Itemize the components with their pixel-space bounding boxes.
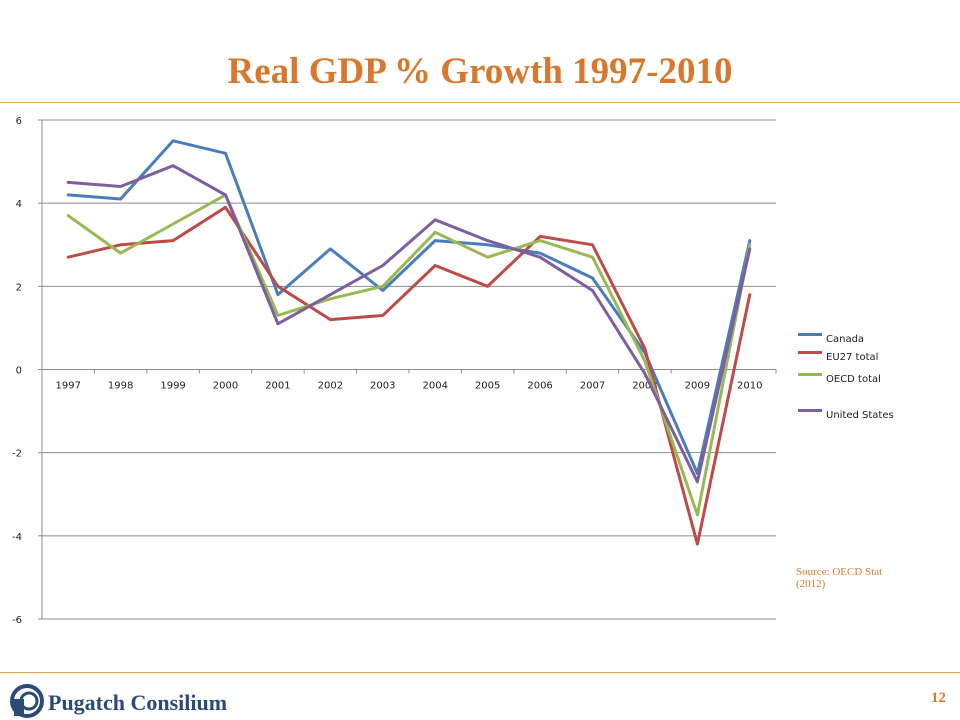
legend-swatch-united-states [798, 409, 822, 412]
y-tick-label-2: 2 [16, 282, 22, 293]
y-tick-label-6: -6 [12, 615, 22, 626]
x-tick-label-2006: 2006 [527, 381, 552, 392]
series-layer [66, 139, 752, 546]
x-tick-label-1998: 1998 [108, 381, 133, 392]
y-tick-label-2: -2 [12, 449, 22, 460]
x-tick-label-2001: 2001 [265, 381, 290, 392]
x-tick-label-2007: 2007 [580, 381, 605, 392]
source-note: Source: OECD Stat (2012) [796, 566, 883, 590]
x-tick-label-1997: 1997 [55, 381, 80, 392]
y-tick-label-4: -4 [12, 532, 22, 543]
logo-text: Pugatch Consilium [48, 690, 228, 715]
legend-label-united-states: United States [826, 410, 894, 421]
series-line-eu27-total [66, 205, 752, 546]
page-number: 12 [931, 690, 946, 706]
legend-label-canada: Canada [826, 334, 865, 345]
x-tick-label-2009: 2009 [685, 381, 710, 392]
x-tick-label-2008: 2008 [632, 381, 657, 392]
x-tick-label-2010: 2010 [737, 381, 762, 392]
y-tick-label-4: 4 [16, 199, 22, 210]
x-tick-label-2005: 2005 [475, 381, 500, 392]
x-tick-label-2003: 2003 [370, 381, 395, 392]
x-tick-label-2002: 2002 [318, 381, 343, 392]
legend-swatch-oecd [798, 373, 822, 376]
y-tick-label-0: 0 [16, 366, 22, 377]
slide-title: Real GDP % Growth 1997-2010 [227, 51, 733, 92]
x-tick-label-1999: 1999 [160, 381, 185, 392]
x-tick-label-2004: 2004 [422, 381, 447, 392]
legend-label-oecd: OECD total [826, 374, 881, 385]
top-divider [0, 102, 960, 103]
series-line-oecd-total [66, 193, 752, 517]
x-tick-layer: 1997 1998 1999 2000 2001 2002 2003 2004 2005 2006… [55, 381, 762, 392]
legend-label-eu27: EU27 total [826, 352, 879, 363]
x-tick-label-2000: 2000 [213, 381, 238, 392]
series-line-canada [66, 139, 752, 475]
logo-mark-icon [10, 684, 44, 718]
series-line-united-states [66, 164, 752, 484]
legend-swatch-canada [798, 333, 822, 336]
legend-swatch-eu27 [798, 351, 822, 354]
y-tick-label-6: 6 [16, 116, 22, 127]
bottom-divider [0, 672, 960, 673]
grid-layer [38, 119, 777, 620]
y-tick-layer: -6 -4 -2 0 2 4 6 [12, 116, 22, 626]
